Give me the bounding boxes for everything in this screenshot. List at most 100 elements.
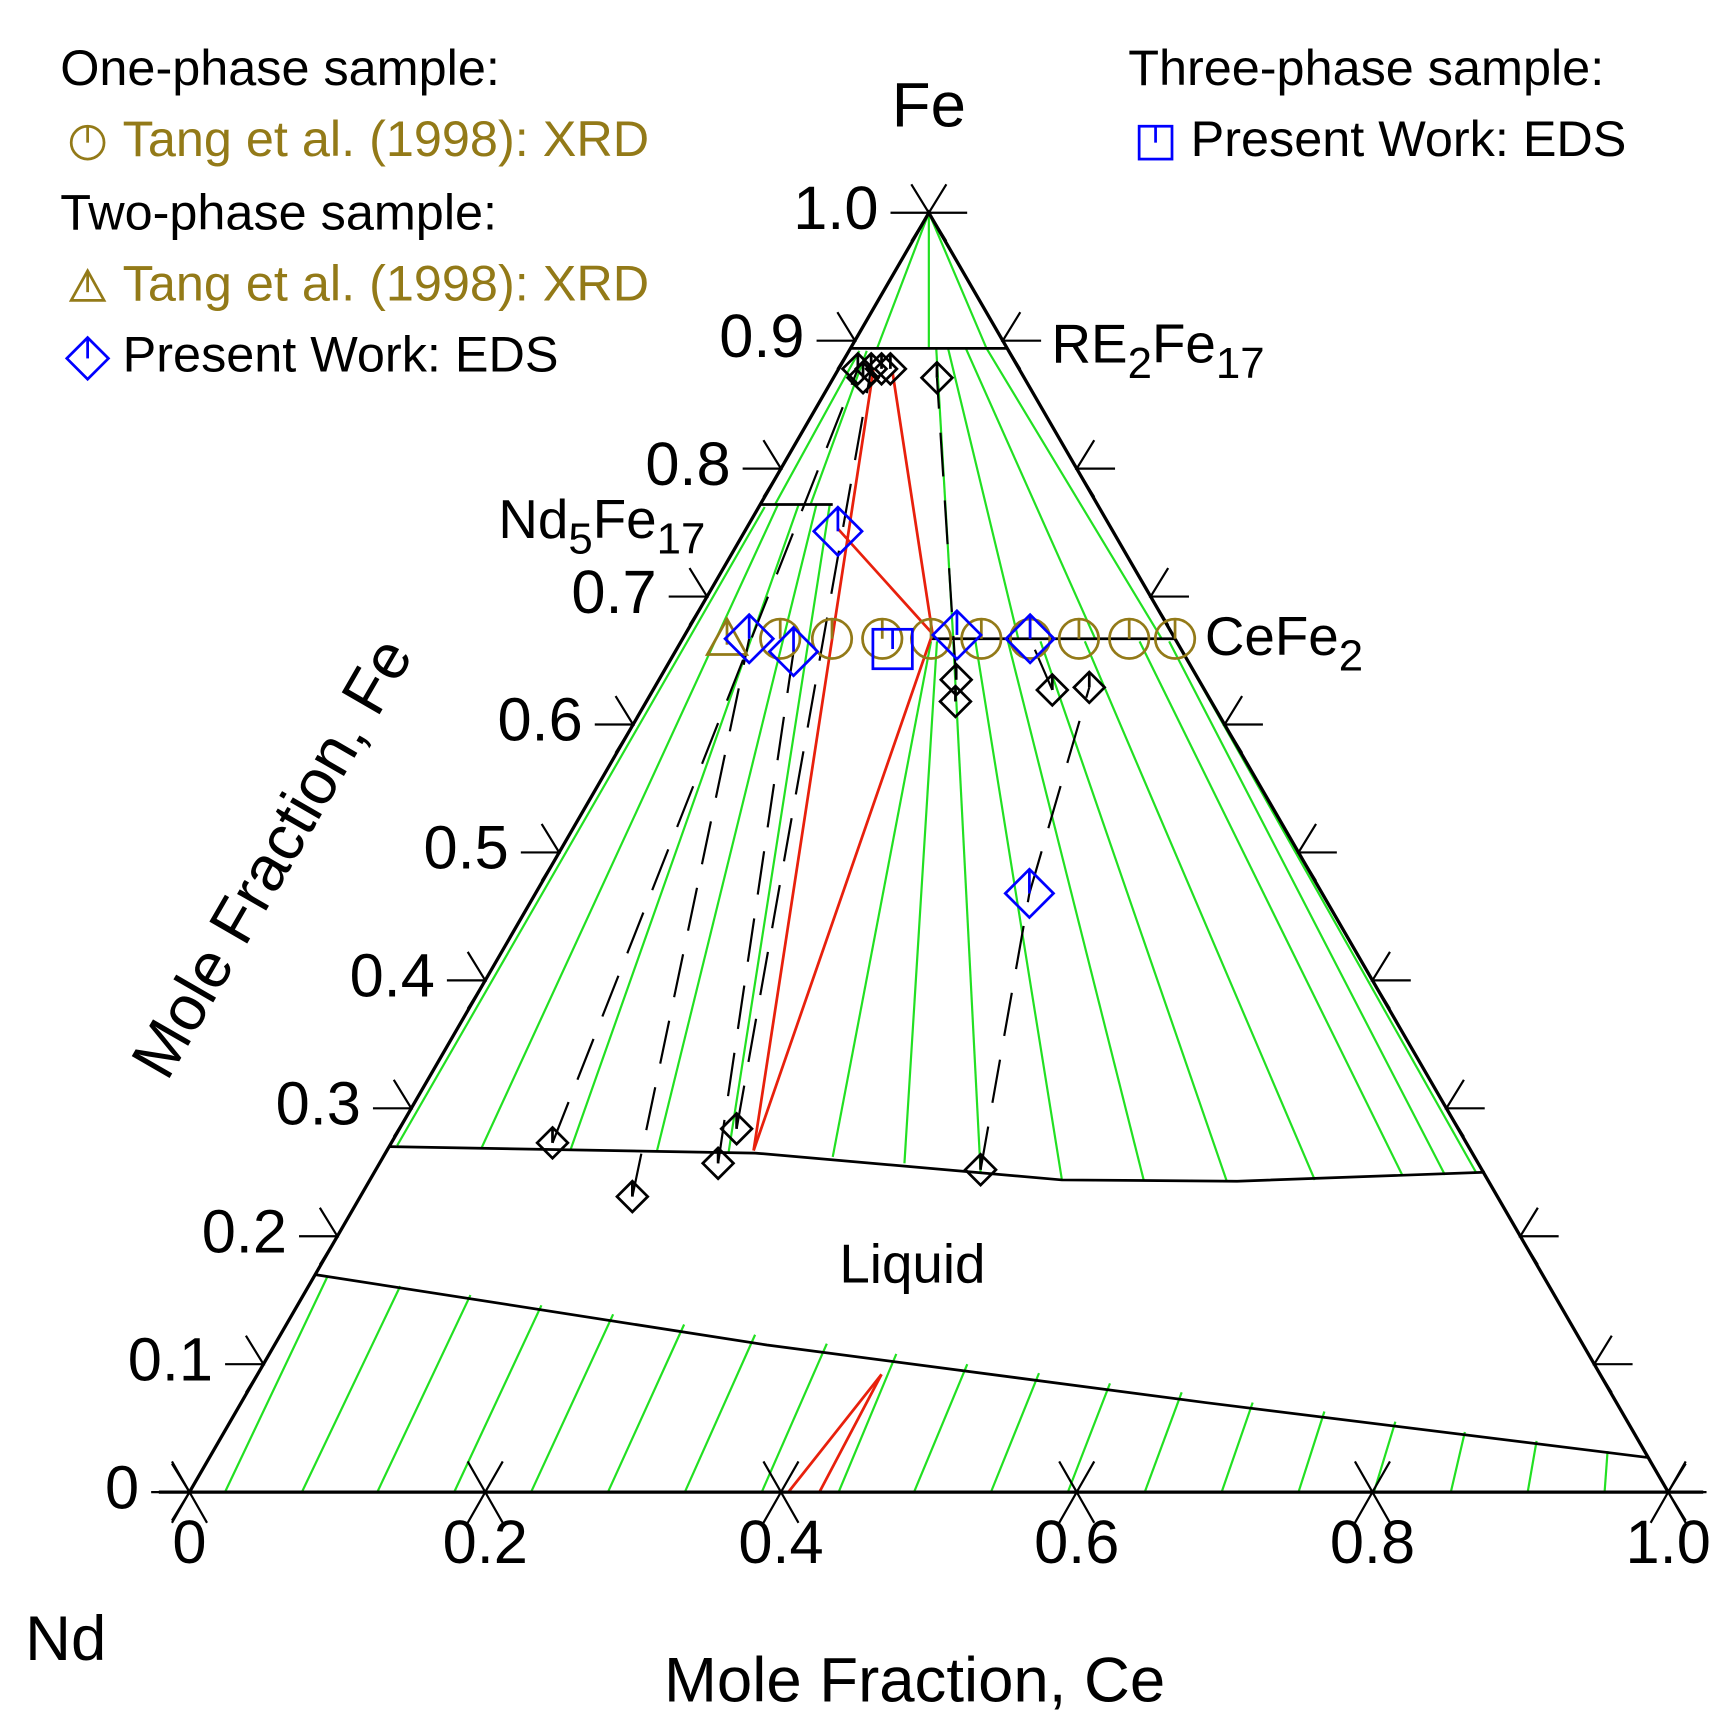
legend-marker-part	[68, 267, 107, 302]
legend-label: Present Work: EDS	[123, 326, 559, 383]
tie-line	[927, 212, 988, 349]
tie-line	[727, 504, 831, 1154]
tie-point	[719, 1111, 754, 1147]
tie-line	[453, 1304, 543, 1493]
tie-line	[1526, 1440, 1538, 1493]
fe-tick-right	[926, 183, 968, 242]
tie-line	[774, 350, 861, 505]
phase-label: CeFe2	[1205, 605, 1363, 680]
tie-line	[300, 1285, 402, 1493]
experimental-tie-line	[717, 651, 795, 1164]
fe-tick-right	[1000, 311, 1042, 370]
tie-line	[876, 212, 930, 349]
tie-point-part	[840, 351, 876, 387]
fe-tick-left	[520, 823, 562, 882]
experimental-tie-line	[1029, 638, 1054, 691]
legend-group-title: Three-phase sample:	[1128, 39, 1604, 96]
subscript: 17	[657, 514, 706, 563]
legend-label: Present Work: EDS	[1191, 110, 1627, 167]
tie-point-part	[873, 351, 908, 387]
fe-tick-right	[1370, 951, 1411, 1010]
experimental-tie-line	[979, 893, 1031, 1170]
tie-point-part	[719, 1111, 754, 1147]
fe-tick-left	[225, 1335, 266, 1394]
tie-line	[1143, 1391, 1183, 1493]
tie-line	[1372, 1421, 1397, 1493]
legend-marker	[69, 124, 106, 161]
data-point	[1108, 617, 1151, 660]
tie-line	[1168, 640, 1446, 1176]
ternary-frame	[188, 209, 1670, 1493]
subscript: 2	[1339, 631, 1363, 680]
fe-tick-label: 1.0	[793, 173, 878, 242]
legend-marker	[64, 335, 111, 382]
top-corner-label: Fe	[892, 70, 966, 141]
tie-line	[903, 641, 939, 1164]
subscript: 5	[568, 514, 592, 563]
left-corner-label: Nd	[25, 1603, 106, 1674]
tie-line	[1220, 1402, 1254, 1493]
fe-tick-label: 0.7	[571, 557, 656, 626]
data-point	[1004, 612, 1057, 665]
tie-point	[1035, 672, 1070, 708]
ce-tick-label: 0.8	[1330, 1507, 1415, 1576]
tie-line	[989, 1372, 1041, 1493]
fe-tick-left	[742, 439, 783, 498]
phase-text: Fe	[1152, 313, 1216, 375]
fe-tick-right	[1074, 439, 1116, 498]
experimental-tie-line	[935, 377, 958, 680]
three-phase-line	[752, 369, 875, 1151]
phase-boundary	[389, 1145, 1485, 1183]
fe-tick-label: 0	[105, 1452, 139, 1521]
fe-tick-right	[1296, 823, 1337, 882]
data-point	[930, 608, 983, 661]
tie-line	[837, 1353, 898, 1493]
tie-line	[480, 503, 780, 1149]
phase-label: RE2Fe17	[1052, 313, 1265, 388]
tie-point-part	[535, 1125, 570, 1161]
experimental-tie-line	[735, 368, 873, 1129]
tie-point	[938, 684, 973, 719]
data-point	[871, 627, 914, 671]
subscript: 2	[1128, 339, 1152, 388]
data-point	[767, 625, 820, 678]
tie-line	[569, 504, 800, 1151]
tie-line	[809, 350, 868, 505]
tie-line	[946, 348, 1020, 640]
legend-marker	[1137, 124, 1174, 161]
fe-tick-left	[446, 951, 488, 1010]
tie-line	[1006, 641, 1146, 1182]
tie-line	[1297, 1411, 1326, 1493]
x-axis-title: Mole Fraction, Ce	[664, 1645, 1165, 1716]
legend-label: Tang et al. (1998): XRD	[123, 255, 649, 312]
phase-boundary	[314, 1273, 1649, 1459]
tie-point-part	[700, 1146, 736, 1181]
phase-label: Liquid	[839, 1233, 985, 1295]
data-point	[723, 612, 776, 665]
ce-tick	[1353, 1460, 1391, 1524]
tie-line	[655, 504, 818, 1153]
tie-point-part	[1072, 670, 1107, 705]
tie-line	[1066, 1382, 1112, 1493]
data-point-part	[704, 616, 750, 656]
tie-line	[1603, 1451, 1609, 1493]
tie-point-part	[615, 1179, 650, 1214]
fe-tick-left	[594, 695, 636, 754]
tie-line	[952, 641, 982, 1173]
tie-point	[700, 1146, 736, 1181]
tie-line	[530, 1313, 615, 1493]
tie-line	[760, 1343, 828, 1493]
ce-tick-label: 0.4	[738, 1507, 823, 1576]
fe-tick-left	[816, 311, 857, 370]
fe-tick-right	[1222, 695, 1263, 754]
fe-tick-label: 0.9	[719, 301, 804, 370]
tie-line	[606, 1324, 686, 1493]
fe-tick-right	[1592, 1335, 1633, 1394]
experimental-tie-line	[551, 368, 859, 1144]
three-phase-line	[891, 372, 934, 634]
tie-point-part	[963, 1152, 998, 1187]
tie-line	[376, 1294, 472, 1493]
phase-text: Liquid	[839, 1233, 985, 1295]
tie-line	[683, 1334, 757, 1493]
